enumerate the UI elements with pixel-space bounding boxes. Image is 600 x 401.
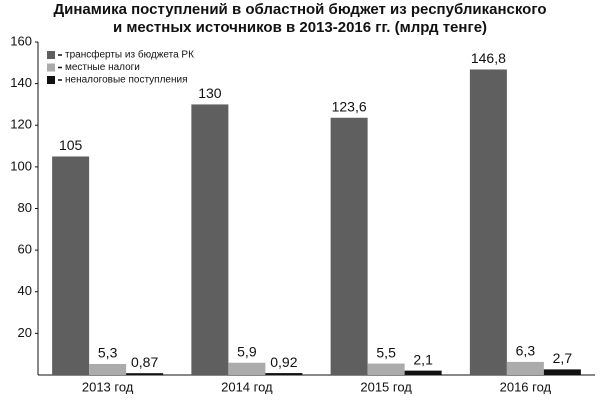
legend-text: неналоговые поступления [65, 75, 188, 86]
value-label: 105 [59, 137, 83, 153]
bar [265, 373, 303, 375]
x-tick-label: 2015 год [360, 379, 412, 394]
legend-text: трансферты из бюджета РК [65, 49, 194, 61]
value-label: 130 [198, 85, 222, 101]
x-tick-label: 2013 год [82, 379, 134, 394]
x-tick-label: 2014 год [221, 379, 273, 394]
value-label: 0,87 [131, 354, 158, 370]
value-label: 0,92 [270, 354, 297, 370]
bar [89, 363, 127, 375]
y-tick-label: 100 [10, 158, 32, 173]
value-label: 6,3 [516, 343, 536, 359]
y-tick-label: 60 [18, 242, 32, 257]
bar [543, 369, 581, 375]
bar [469, 69, 507, 375]
value-label: 2,1 [413, 351, 433, 367]
legend-swatch [47, 51, 55, 59]
chart-title: Динамика поступлений в областной бюджет … [53, 1, 546, 18]
chart-title: и местных источников в 2013-2016 гг. (мл… [113, 19, 487, 36]
bar [404, 370, 442, 375]
bar [126, 373, 164, 375]
y-tick-label: 140 [10, 75, 32, 90]
bar [367, 363, 405, 375]
y-tick-label: 40 [18, 283, 32, 298]
bar [52, 156, 90, 375]
y-tick-label: 20 [18, 325, 32, 340]
y-tick-label: 120 [10, 117, 32, 132]
legend-text: местные налоги [65, 62, 140, 73]
legend-swatch [47, 76, 55, 84]
value-label: 5,5 [376, 344, 396, 360]
legend-swatch [47, 63, 55, 72]
value-label: 5,9 [237, 343, 257, 359]
bar [506, 361, 544, 375]
y-tick-label: 160 [10, 33, 32, 48]
value-label: 146,8 [471, 50, 506, 66]
value-label: 5,3 [98, 345, 118, 361]
bar [191, 104, 229, 375]
value-label: 123,6 [332, 98, 367, 114]
bar [228, 362, 266, 375]
bar [330, 117, 368, 375]
y-tick-label: 80 [18, 200, 32, 215]
x-tick-label: 2016 год [500, 379, 552, 394]
value-label: 2,7 [553, 350, 573, 366]
